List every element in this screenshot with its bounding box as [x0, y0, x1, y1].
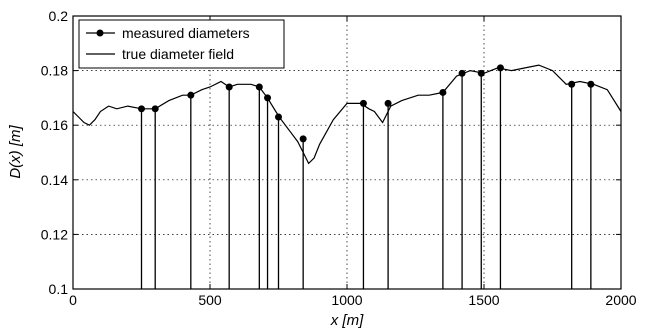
legend-label-measured: measured diameters [122, 25, 250, 41]
x-tick-label: 0 [69, 292, 77, 308]
y-tick-label: 0.2 [49, 8, 69, 24]
x-tick-label: 500 [198, 292, 222, 308]
x-tick-label: 1000 [331, 292, 362, 308]
y-axis-label: D(x) [m] [7, 125, 24, 179]
y-tick-label: 0.1 [49, 281, 69, 297]
y-tick-label: 0.18 [41, 63, 68, 79]
measured-point [359, 99, 367, 107]
measured-point [264, 94, 272, 102]
measured-point [587, 80, 595, 88]
x-tick-label: 2000 [605, 292, 636, 308]
y-tick-label: 0.14 [41, 172, 68, 188]
measured-point [255, 83, 263, 91]
x-tick-label: 1500 [468, 292, 499, 308]
measured-point [138, 105, 145, 113]
measured-point [299, 135, 307, 143]
measurement-stems [140, 67, 592, 289]
measured-point [225, 83, 233, 91]
measured-point [275, 113, 282, 121]
measured-point [151, 105, 159, 113]
legend-marker-measured [96, 29, 104, 37]
measured-point [187, 91, 195, 99]
legend: measured diameters true diameter field [78, 19, 285, 69]
legend-box [78, 19, 285, 69]
legend-label-true: true diameter field [122, 46, 234, 62]
measured-point [384, 99, 392, 107]
y-tick-label: 0.16 [41, 117, 68, 133]
measured-point [458, 69, 466, 77]
y-tick-label: 0.12 [41, 226, 68, 242]
measured-point [496, 64, 504, 72]
measured-point [439, 88, 447, 96]
ticks: 0 500 1000 1500 2000 0.1 0.12 0.14 0.16 0.18 0.2 [41, 8, 637, 308]
measured-point [568, 80, 576, 88]
measured-markers [138, 64, 595, 143]
measured-point [477, 69, 485, 77]
x-axis-label: x [m] [330, 312, 364, 329]
